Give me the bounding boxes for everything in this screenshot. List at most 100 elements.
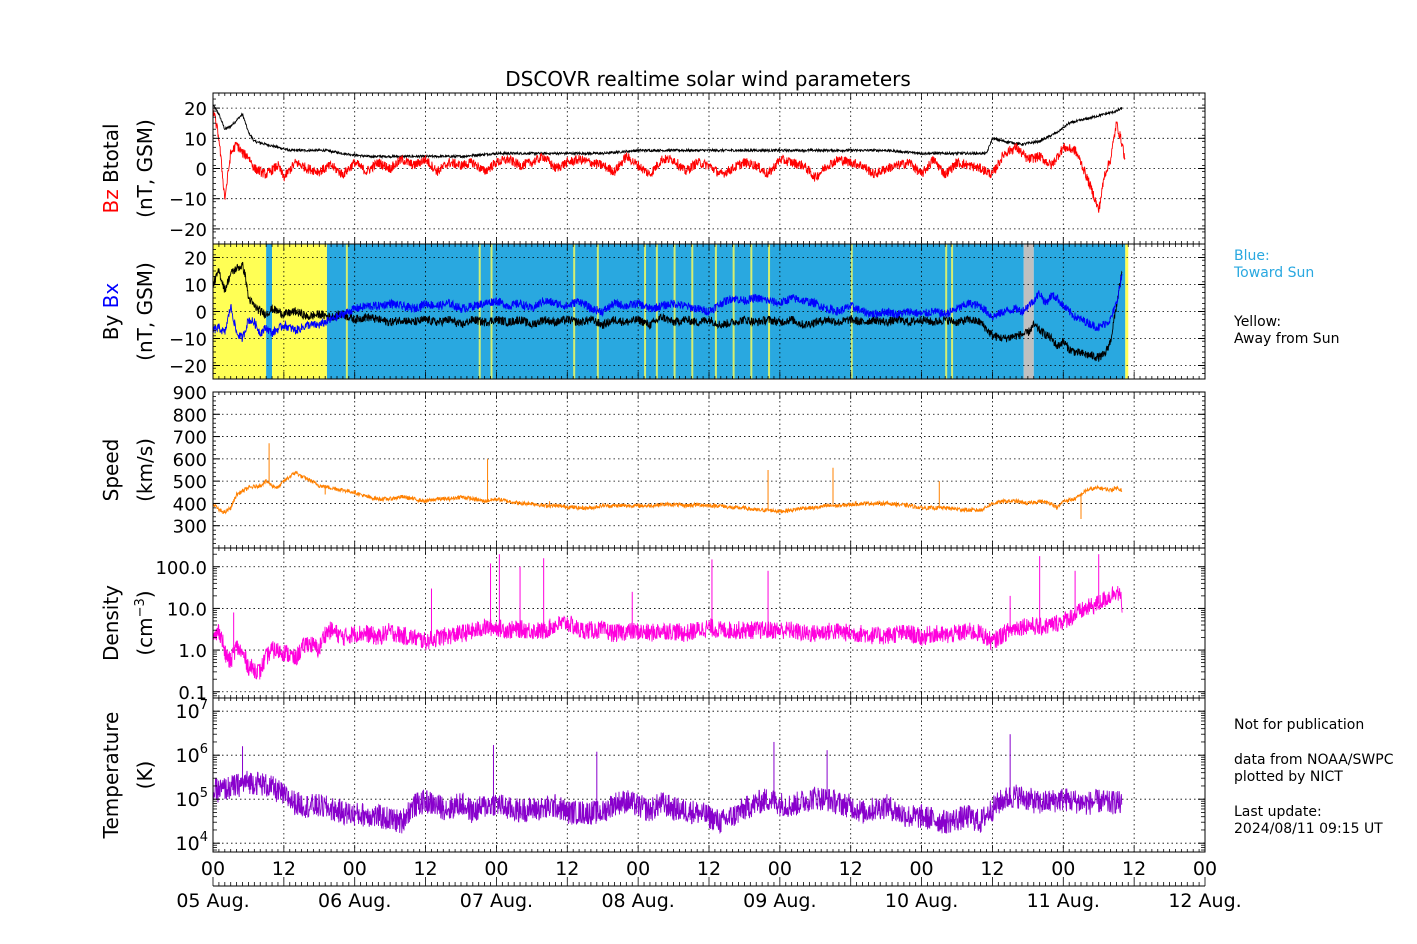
x-tick-label: 00	[909, 858, 933, 880]
y-axis-label: By Bx	[99, 283, 123, 341]
y-tick-label: 600	[173, 450, 207, 471]
x-tick-label: 12	[839, 858, 863, 880]
y-axis-unit: (km/s)	[133, 438, 157, 502]
y-axis-unit: (K)	[133, 761, 157, 790]
panel-temperature: 107 106 105 104 Temperature (K)	[99, 697, 1206, 855]
x-date-label: 05 Aug.	[176, 890, 249, 912]
y-axis-unit: (cm−3)	[133, 590, 157, 655]
y-tick-label: 500	[173, 472, 207, 493]
legend-yellow-label: Yellow:	[1234, 314, 1282, 330]
y-tick-label: 700	[173, 428, 207, 449]
sector-away-flick	[750, 244, 753, 379]
plotted-by-note: plotted by NICT	[1234, 769, 1343, 785]
y-axis-label-part: By	[99, 315, 123, 341]
x-tick-label: 12	[555, 858, 579, 880]
y-axis-label: Speed	[99, 439, 123, 502]
last-update-value: 2024/08/11 09:15 UT	[1234, 821, 1383, 837]
y-axis-label-part: Temperature	[99, 712, 123, 840]
sector-toward	[266, 244, 273, 379]
y-tick-label: 10.0	[167, 599, 207, 620]
x-tick-label: 12	[697, 858, 721, 880]
x-date-label: 07 Aug.	[460, 890, 533, 912]
x-tick-label: 00	[201, 858, 225, 880]
x-tick-label: 00	[1051, 858, 1075, 880]
x-tick-label: 12	[272, 858, 296, 880]
y-axis-label: Density	[99, 585, 123, 661]
y-axis-label-part: Bx	[99, 283, 123, 315]
y-axis-label-part: Density	[99, 585, 123, 661]
panel-by_bx: 20 10 0 −10 −20 By Bx (nT, GSM)	[99, 243, 1206, 380]
y-axis-label-part: Btotal	[99, 123, 123, 189]
y-tick-label: 105	[176, 786, 208, 811]
sector-away-flick	[673, 244, 676, 379]
last-update-label: Last update:	[1234, 804, 1322, 820]
series-density	[213, 585, 1123, 680]
y-tick-label: −10	[169, 190, 207, 211]
y-axis-label: Bz Btotal	[99, 123, 123, 213]
y-tick-label: 800	[173, 405, 207, 426]
y-tick-label: 100.0	[155, 558, 207, 579]
sector-toward	[1033, 244, 1126, 379]
y-tick-label: 20	[184, 249, 207, 270]
series-by	[213, 261, 1123, 362]
y-tick-label: 10	[184, 129, 207, 150]
legend-blue-desc: Toward Sun	[1234, 265, 1315, 281]
data-source-note: data from NOAA/SWPC	[1234, 752, 1394, 768]
panels-layer: 20 10 0 −10 −20 Bz Btotal (nT, GSM) 20 10 0 −10 −20…	[99, 92, 1206, 855]
y-tick-label: 104	[176, 830, 208, 855]
x-tick-label: 12	[413, 858, 437, 880]
y-tick-label: −10	[169, 330, 207, 351]
sector-away-flick	[490, 244, 493, 379]
panel-plot-area	[213, 548, 1205, 698]
y-tick-label: 300	[173, 517, 207, 538]
y-tick-label: 900	[173, 383, 207, 404]
legend-blue-label: Blue:	[1234, 248, 1270, 264]
series-speed	[213, 470, 1123, 515]
y-tick-label: 400	[173, 494, 207, 515]
x-date-label: 08 Aug.	[601, 890, 674, 912]
x-tick-label: 00	[626, 858, 650, 880]
sector-away-flick	[732, 244, 735, 379]
panel-density: 100.0 10.0 1.0 0.1 Density (cm−3)	[99, 547, 1206, 704]
y-tick-label: 10	[184, 276, 207, 297]
x-tick-label: 00	[768, 858, 792, 880]
chart-title: DSCOVR realtime solar wind parameters	[505, 67, 911, 91]
x-date-label: 09 Aug.	[743, 890, 816, 912]
series-bx	[213, 274, 1123, 342]
panel-plot-area	[213, 392, 1205, 548]
y-tick-label: −20	[169, 220, 207, 241]
panel-plot-area	[213, 698, 1205, 852]
y-tick-label: 1.0	[178, 641, 207, 662]
y-tick-label: 20	[184, 99, 207, 120]
not-for-publication-note: Not for publication	[1234, 717, 1365, 733]
y-tick-label: 0	[196, 160, 207, 181]
y-tick-label: 106	[176, 742, 208, 767]
panel-btotal: 20 10 0 −10 −20 Bz Btotal (nT, GSM)	[99, 92, 1206, 245]
legend-yellow-desc: Away from Sun	[1234, 331, 1340, 347]
x-date-label: 11 Aug.	[1027, 890, 1100, 912]
sector-away-flick	[945, 244, 948, 379]
sector-away-flick	[768, 244, 771, 379]
y-axis-unit: (nT, GSM)	[133, 262, 157, 361]
series-bz	[213, 108, 1126, 213]
x-tick-label: 00	[1193, 858, 1217, 880]
sector-away-flick	[850, 244, 853, 379]
series-btotal	[213, 104, 1123, 160]
y-tick-label: −20	[169, 357, 207, 378]
y-axis-label: Temperature	[99, 712, 123, 840]
y-tick-label: 0.1	[178, 683, 207, 704]
x-tick-label: 12	[1122, 858, 1146, 880]
x-date-label: 10 Aug.	[885, 890, 958, 912]
series-temperature	[213, 770, 1123, 835]
sector-away-flick	[691, 244, 694, 379]
sector-away-flick	[655, 244, 658, 379]
panel-plot-area	[213, 93, 1205, 244]
x-date-label: 12 Aug.	[1168, 890, 1241, 912]
y-axis-unit: (nT, GSM)	[133, 119, 157, 218]
y-tick-label: 0	[196, 303, 207, 324]
x-tick-label: 00	[343, 858, 367, 880]
y-axis-label-part: Bz	[99, 189, 123, 213]
y-axis-label-part: Speed	[99, 439, 123, 502]
